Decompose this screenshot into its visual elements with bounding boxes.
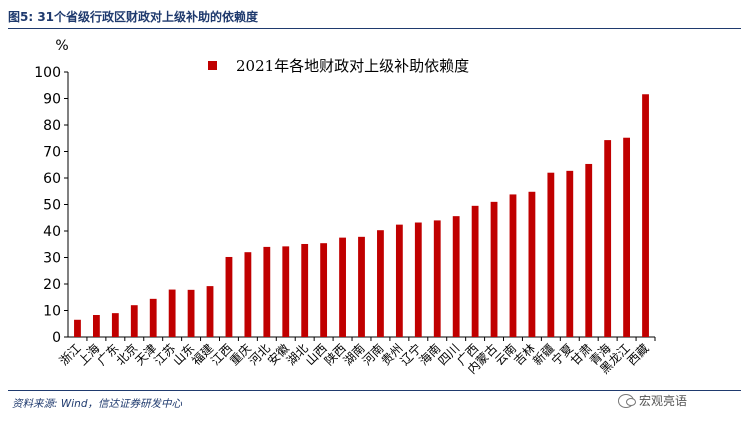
y-tick-label: 30 (43, 251, 61, 267)
bar (74, 319, 81, 337)
bar (130, 305, 138, 337)
bar (585, 163, 593, 337)
bar (547, 172, 555, 337)
y-tick-label: 40 (43, 224, 61, 240)
bar (187, 289, 195, 337)
bar (452, 216, 460, 337)
bar (301, 243, 309, 337)
y-tick-label: 90 (43, 92, 61, 108)
wechat-icon (618, 393, 636, 408)
bar (168, 289, 176, 337)
bar (244, 252, 252, 337)
bar (282, 246, 290, 337)
y-tick-label: 50 (43, 198, 61, 214)
bar-chart: 0 10 20 30 40 50 60 70 80 90 100% 浙江上海广东北京天津江苏山东福建… (34, 38, 656, 377)
bar (490, 201, 498, 337)
bar (149, 298, 157, 337)
category-labels: 浙江上海广东北京天津江苏山东福建江西重庆河北安徽湖北山西陕西湖南河南贵州辽宁海南… (57, 341, 652, 377)
figure-footer-rule (8, 390, 741, 391)
bar (206, 286, 214, 337)
bar (414, 222, 422, 337)
y-tick-label: 100 (34, 65, 61, 81)
bar (320, 243, 328, 337)
bar (471, 205, 479, 337)
bar (395, 224, 403, 337)
bar (623, 137, 631, 337)
bar (604, 140, 612, 337)
bar (377, 230, 384, 337)
figure-title: 图5: 31个省级行政区财政对上级补助的依赖度 (8, 10, 259, 24)
source-note: 资料来源: Wind，信达证券研发中心 (12, 398, 182, 410)
bar (358, 236, 365, 337)
legend-label: 2021年各地财政对上级补助依赖度 (236, 57, 469, 75)
chart-legend: 2021年各地财政对上级补助依赖度 (208, 57, 469, 75)
bar (642, 94, 649, 337)
bar (263, 246, 271, 337)
chart-axes: 0 10 20 30 40 50 60 70 80 90 100% (34, 38, 656, 346)
category-label: 西藏 (625, 341, 652, 368)
figure-header: 图5: 31个省级行政区财政对上级补助的依赖度 (8, 6, 741, 29)
y-axis-unit: % (55, 38, 68, 54)
bar (92, 315, 100, 337)
y-tick-label: 80 (43, 118, 61, 134)
bar (225, 256, 233, 337)
bar (566, 170, 574, 337)
bar (433, 220, 441, 337)
bar (339, 237, 346, 337)
bar-series (74, 94, 649, 337)
bar (509, 194, 517, 337)
watermark: 宏观亮语 (618, 392, 687, 409)
y-tick-label: 20 (43, 277, 61, 293)
y-tick-label: 0 (52, 330, 61, 346)
y-tick-label: 10 (43, 304, 61, 320)
watermark-text: 宏观亮语 (639, 394, 688, 408)
legend-swatch (208, 61, 217, 70)
bar (111, 313, 119, 337)
bar (528, 191, 536, 337)
y-tick-label: 60 (43, 171, 61, 187)
y-tick-label: 70 (43, 145, 61, 161)
